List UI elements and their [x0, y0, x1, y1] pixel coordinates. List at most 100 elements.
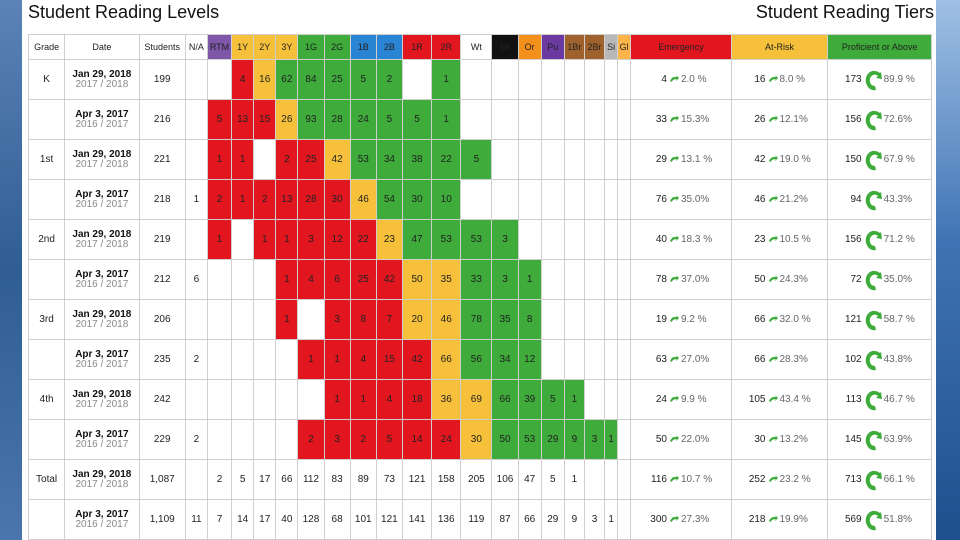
- header-na: N/A: [184, 34, 208, 60]
- na-cell: 6: [184, 259, 208, 300]
- level-cell: [617, 339, 632, 380]
- level-cell: [604, 179, 619, 220]
- level-cell: [617, 219, 632, 260]
- date-cell: Jan 29, 2018 2017 / 2018: [64, 299, 140, 340]
- emergency-count: 19: [655, 314, 667, 325]
- level-cell: 205: [460, 459, 493, 500]
- level-cell: 25: [297, 139, 325, 180]
- na-cell: [184, 59, 208, 100]
- header-students: Students: [138, 34, 186, 60]
- level-cell: [275, 419, 299, 460]
- header-level-pu: Pu: [540, 34, 565, 60]
- level-cell: 5: [375, 419, 403, 460]
- level-cell: [583, 459, 606, 500]
- level-cell: 3: [583, 499, 606, 540]
- date-cell: Apr 3, 2017 2016 / 2017: [64, 419, 140, 460]
- level-cell: [540, 219, 565, 260]
- level-cell: 46: [431, 299, 462, 340]
- emergency-percent: 15.3%: [680, 114, 710, 125]
- proficient-count: 113: [845, 394, 862, 406]
- table-row: 4th Jan 29, 2018 2017 / 2018 242 1 1 4 18 36 69 66…: [27, 379, 932, 420]
- header-level-1y: 1Y: [231, 34, 255, 60]
- level-cell: [231, 339, 255, 380]
- at-risk-percent: 28.3%: [779, 354, 808, 365]
- level-cell: [231, 219, 255, 260]
- at-risk-cell: 42 19.0 %: [730, 139, 829, 180]
- level-cell: 15: [253, 99, 277, 140]
- students-cell: 221: [138, 139, 186, 180]
- level-cell: [604, 459, 619, 500]
- trend-arrow-icon: [669, 154, 679, 164]
- date-school-year: 2016 / 2017: [75, 358, 129, 370]
- level-cell: 56: [460, 339, 493, 380]
- trend-arrow-icon: [864, 189, 882, 211]
- level-cell: 3: [323, 419, 351, 460]
- level-cell: [540, 99, 565, 140]
- level-cell: 35: [491, 299, 519, 340]
- level-cell: 112: [297, 459, 325, 500]
- trend-arrow-icon: [768, 154, 778, 164]
- na-cell: 2: [184, 419, 208, 460]
- level-cell: [460, 179, 493, 220]
- proficient-percent: 67.9 %: [883, 154, 915, 166]
- date-cell: Jan 29, 2018 2017 / 2018: [64, 219, 140, 260]
- level-cell: 1: [231, 139, 255, 180]
- emergency-percent: 27.3%: [680, 514, 710, 525]
- level-cell: [563, 179, 585, 220]
- emergency-cell: 33 15.3%: [630, 99, 732, 140]
- level-cell: 6: [323, 259, 351, 300]
- level-cell: 2: [297, 419, 325, 460]
- header-level-si: Si: [604, 34, 619, 60]
- level-cell: [563, 219, 585, 260]
- level-cell: 66: [275, 459, 299, 500]
- level-cell: 121: [375, 499, 403, 540]
- level-cell: [563, 59, 585, 100]
- level-cell: 1: [275, 219, 299, 260]
- level-cell: 121: [401, 459, 433, 500]
- level-cell: [460, 99, 493, 140]
- trend-arrow-icon: [669, 274, 679, 284]
- trend-arrow-icon: [864, 389, 882, 411]
- level-cell: [604, 219, 619, 260]
- level-cell: 2: [349, 419, 377, 460]
- level-cell: 4: [297, 259, 325, 300]
- level-cell: 101: [349, 499, 377, 540]
- trend-arrow-icon: [669, 354, 679, 364]
- at-risk-percent: 32.0 %: [779, 314, 811, 325]
- level-cell: 84: [297, 59, 325, 100]
- emergency-cell: 19 9.2 %: [630, 299, 732, 340]
- proficient-percent: 66.1 %: [883, 474, 915, 486]
- date-cell: Jan 29, 2018 2017 / 2018: [64, 459, 140, 500]
- emergency-count: 300: [650, 514, 667, 525]
- date-primary: Jan 29, 2018: [72, 68, 132, 80]
- header-level-1r: 1R: [401, 34, 433, 60]
- trend-arrow-icon: [669, 394, 679, 404]
- date-cell: Apr 3, 2017 2016 / 2017: [64, 499, 140, 540]
- proficient-percent: 43.8%: [883, 354, 912, 366]
- level-cell: [617, 59, 632, 100]
- students-cell: 229: [138, 419, 186, 460]
- level-cell: [604, 339, 619, 380]
- emergency-percent: 18.3 %: [680, 234, 713, 245]
- na-cell: [184, 139, 208, 180]
- level-cell: 1: [349, 379, 377, 420]
- at-risk-cell: 66 32.0 %: [730, 299, 829, 340]
- emergency-cell: 4 2.0 %: [630, 59, 732, 100]
- at-risk-cell: 218 19.9%: [730, 499, 829, 540]
- date-primary: Apr 3, 2017: [75, 268, 129, 280]
- na-cell: [184, 379, 208, 420]
- proficient-count: 145: [844, 434, 862, 446]
- level-cell: 1: [563, 459, 585, 500]
- proficient-percent: 46.7 %: [883, 394, 915, 406]
- at-risk-cell: 26 12.1%: [730, 99, 829, 140]
- level-cell: [583, 59, 606, 100]
- header-date: Date: [64, 34, 140, 60]
- level-cell: 25: [349, 259, 377, 300]
- trend-arrow-icon: [669, 74, 679, 84]
- emergency-cell: 29 13.1 %: [630, 139, 732, 180]
- level-cell: 17: [253, 499, 277, 540]
- at-risk-percent: 23.2 %: [779, 474, 811, 485]
- level-cell: [253, 299, 277, 340]
- level-cell: [604, 299, 619, 340]
- header-level-2br: 2Br: [583, 34, 606, 60]
